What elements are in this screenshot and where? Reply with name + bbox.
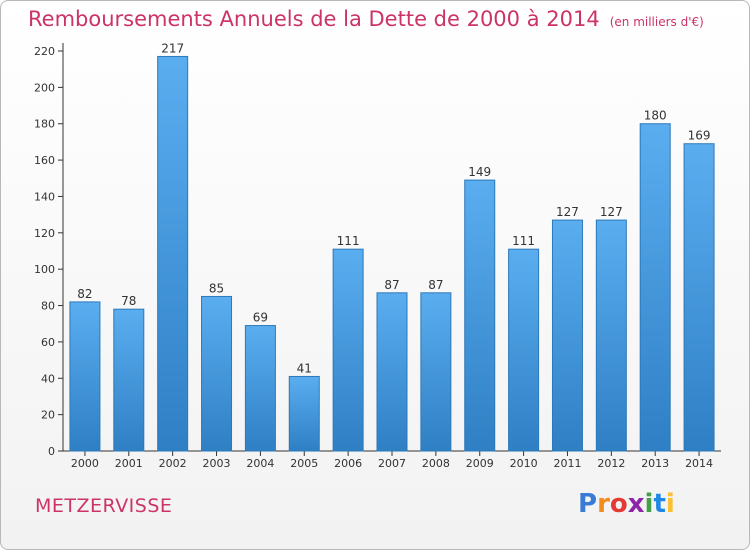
- bar-2009[interactable]: [464, 179, 496, 452]
- x-tick-label-2004: 2004: [246, 457, 274, 470]
- logo-letter: o: [609, 489, 628, 519]
- y-tick-label: 120: [34, 227, 55, 240]
- x-tick-label-2002: 2002: [159, 457, 187, 470]
- bar-2001[interactable]: [113, 308, 145, 452]
- x-tick-label-2001: 2001: [115, 457, 143, 470]
- value-label-2012: 127: [600, 205, 623, 219]
- value-label-2002: 217: [161, 41, 184, 55]
- y-tick-label: 160: [34, 154, 55, 167]
- value-label-2013: 180: [644, 109, 667, 123]
- y-tick-label: 60: [41, 336, 55, 349]
- y-tick-label: 100: [34, 263, 55, 276]
- value-label-2010: 111: [512, 234, 535, 248]
- x-tick-label-2011: 2011: [553, 457, 581, 470]
- y-tick-label: 0: [48, 445, 55, 458]
- bar-2008[interactable]: [420, 292, 452, 452]
- y-tick-label: 80: [41, 300, 55, 313]
- y-tick-label: 20: [41, 409, 55, 422]
- x-tick-label-2000: 2000: [71, 457, 99, 470]
- x-tick-label-2010: 2010: [510, 457, 538, 470]
- chart-title: Remboursements Annuels de la Dette de 20…: [28, 7, 704, 31]
- bar-2007[interactable]: [376, 292, 408, 452]
- bar-2011[interactable]: [551, 219, 583, 452]
- chart-unit: (en milliers d'€): [609, 15, 704, 29]
- bar-2010[interactable]: [508, 248, 540, 452]
- value-label-2014: 169: [688, 129, 711, 143]
- logo-letter: i: [644, 489, 654, 519]
- logo-letter: r: [597, 489, 610, 519]
- value-label-2009: 149: [468, 165, 491, 179]
- y-tick-label: 220: [34, 45, 55, 58]
- y-tick-label: 40: [41, 372, 55, 385]
- value-label-2006: 111: [337, 234, 360, 248]
- x-tick-label-2005: 2005: [290, 457, 318, 470]
- logo-letter: t: [653, 489, 666, 519]
- x-tick-label-2003: 2003: [203, 457, 231, 470]
- value-label-2000: 82: [77, 287, 92, 301]
- x-tick-label-2012: 2012: [597, 457, 625, 470]
- bar-2005[interactable]: [288, 375, 320, 452]
- x-tick-label-2007: 2007: [378, 457, 406, 470]
- logo-letter: P: [578, 489, 598, 519]
- x-tick-label-2006: 2006: [334, 457, 362, 470]
- value-label-2007: 87: [384, 278, 399, 292]
- value-label-2011: 127: [556, 205, 579, 219]
- bar-2006[interactable]: [332, 248, 364, 452]
- value-label-2008: 87: [428, 278, 443, 292]
- chart-title-text: Remboursements Annuels de la Dette de 20…: [28, 7, 600, 31]
- x-tick-label-2014: 2014: [685, 457, 713, 470]
- bar-2000[interactable]: [69, 301, 101, 452]
- x-tick-label-2013: 2013: [641, 457, 669, 470]
- y-tick-label: 140: [34, 190, 55, 203]
- commune-name: METZERVISSE: [35, 495, 173, 517]
- y-tick-label: 180: [34, 118, 55, 131]
- logo-letter: x: [627, 489, 645, 519]
- value-label-2001: 78: [121, 294, 136, 308]
- bar-2004[interactable]: [244, 325, 276, 452]
- value-label-2003: 85: [209, 281, 224, 295]
- x-tick-label-2009: 2009: [466, 457, 494, 470]
- bar-2013[interactable]: [639, 123, 671, 452]
- bar-2012[interactable]: [595, 219, 627, 452]
- bar-2003[interactable]: [201, 295, 233, 452]
- y-tick-label: 200: [34, 81, 55, 94]
- proxiti-logo[interactable]: Proxiti: [578, 489, 675, 519]
- bar-2014[interactable]: [683, 143, 715, 452]
- value-label-2004: 69: [253, 311, 268, 325]
- x-tick-label-2008: 2008: [422, 457, 450, 470]
- logo-letter: i: [665, 489, 675, 519]
- value-label-2005: 41: [297, 361, 312, 375]
- bar-2002[interactable]: [157, 55, 189, 452]
